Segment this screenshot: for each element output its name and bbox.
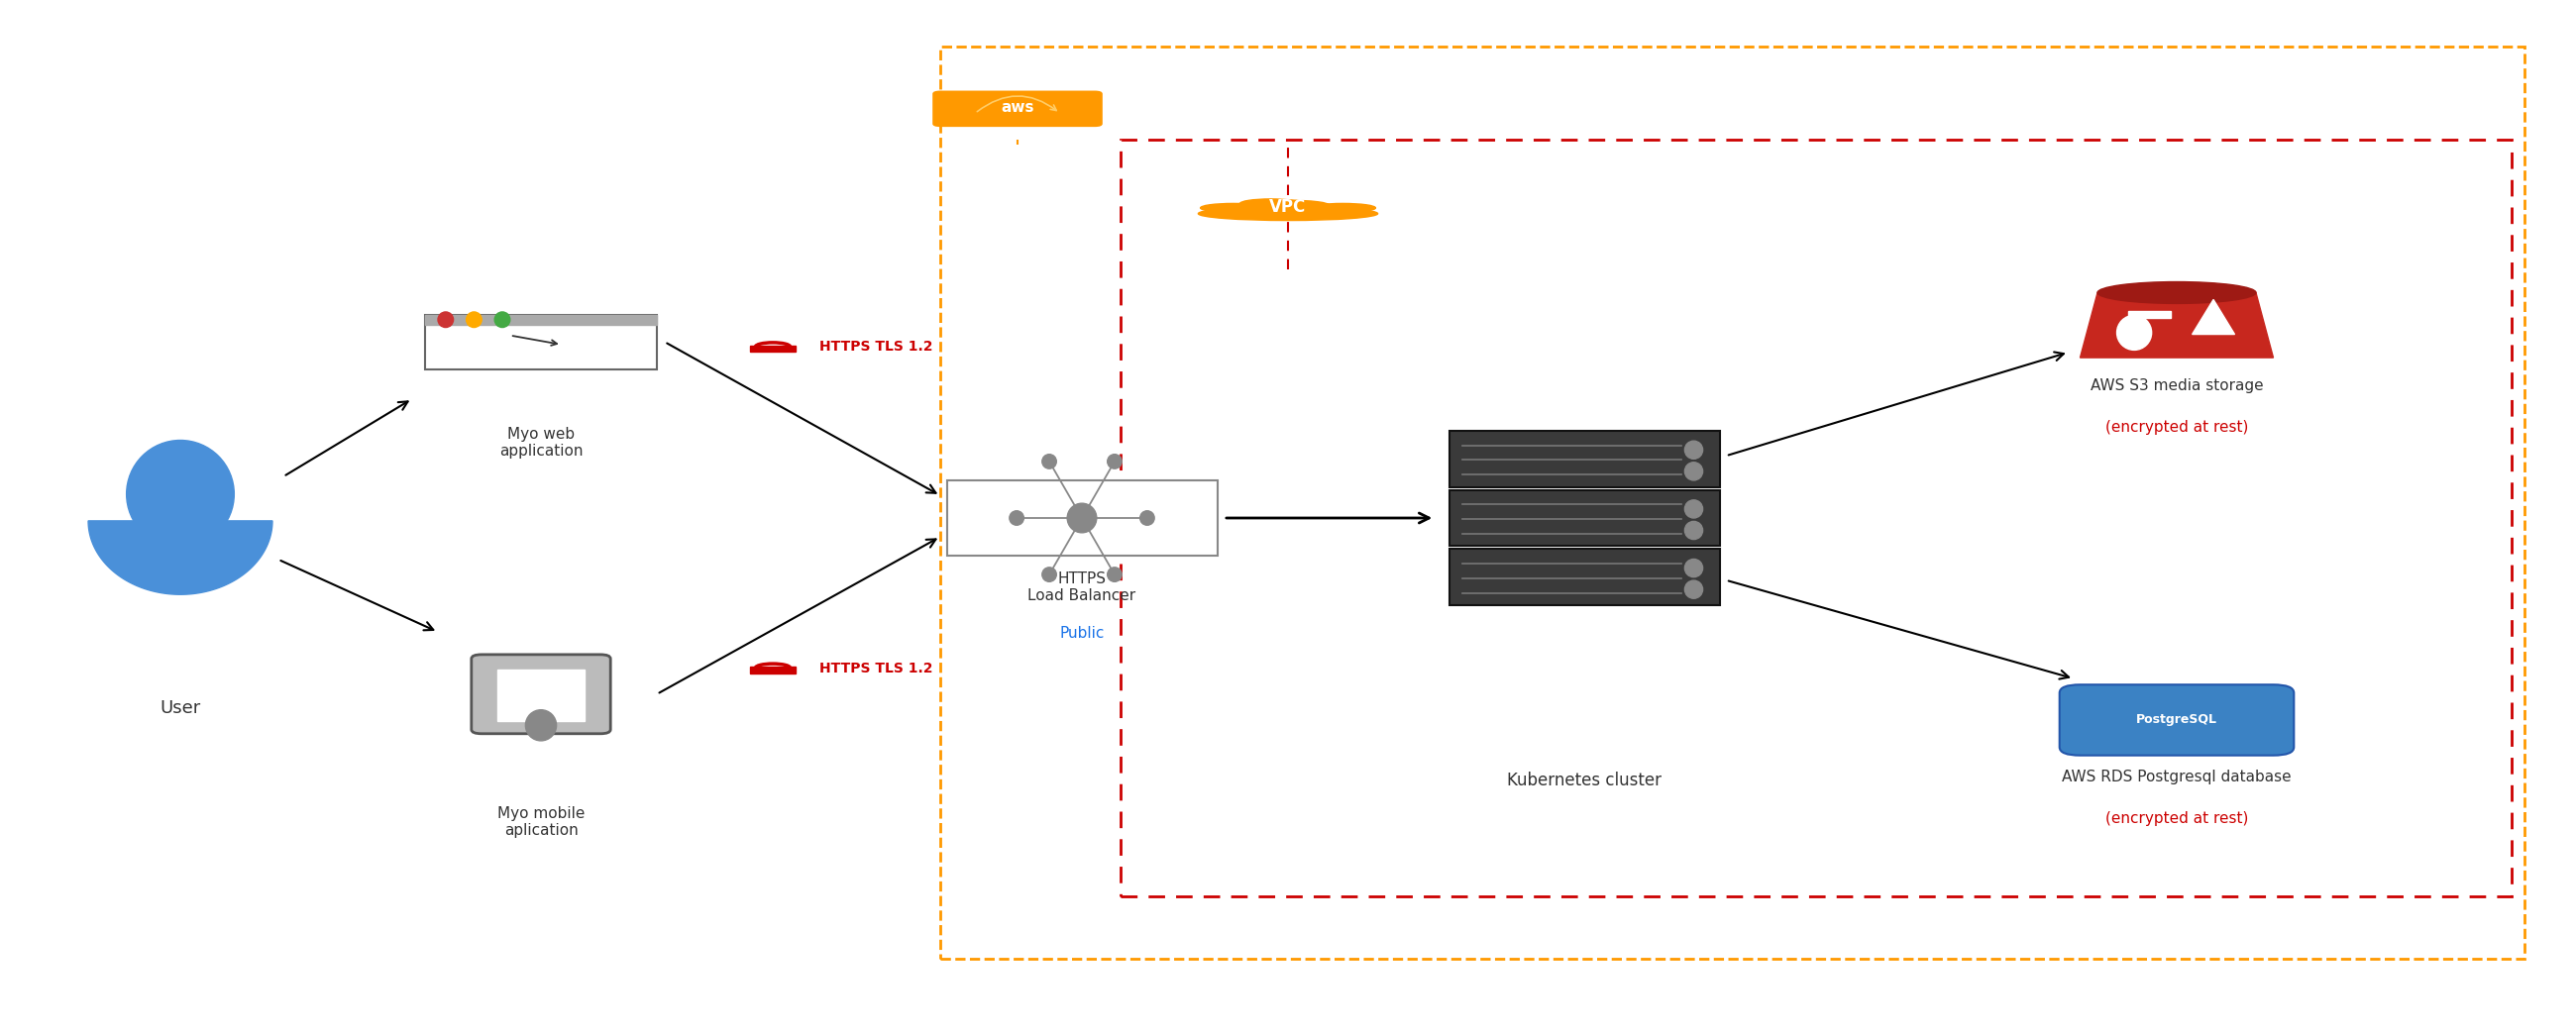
Text: Myo web
application: Myo web application — [500, 427, 582, 459]
Bar — [497, 670, 585, 721]
FancyBboxPatch shape — [948, 481, 1216, 555]
Ellipse shape — [1043, 568, 1056, 581]
Ellipse shape — [1685, 500, 1703, 518]
Ellipse shape — [1239, 199, 1301, 208]
Bar — [425, 315, 657, 324]
Text: HTTPS
Load Balancer: HTTPS Load Balancer — [1028, 571, 1136, 603]
Ellipse shape — [1108, 568, 1121, 581]
Ellipse shape — [1066, 503, 1097, 533]
FancyBboxPatch shape — [425, 315, 657, 369]
Text: User: User — [160, 699, 201, 717]
Text: Public: Public — [1059, 626, 1105, 641]
Ellipse shape — [1010, 511, 1023, 525]
Text: AWS RDS Postgresql database: AWS RDS Postgresql database — [2061, 770, 2293, 784]
Bar — [2128, 311, 2172, 318]
Polygon shape — [2192, 299, 2236, 335]
Ellipse shape — [466, 312, 482, 327]
Ellipse shape — [495, 312, 510, 327]
Polygon shape — [88, 521, 273, 595]
Text: Kubernetes cluster: Kubernetes cluster — [1507, 772, 1662, 789]
Bar — [750, 667, 796, 673]
Ellipse shape — [1200, 203, 1267, 212]
Bar — [1121, 140, 2512, 896]
Ellipse shape — [526, 710, 556, 741]
FancyBboxPatch shape — [471, 655, 611, 733]
Ellipse shape — [1685, 441, 1703, 459]
FancyBboxPatch shape — [933, 91, 1103, 126]
Ellipse shape — [1685, 521, 1703, 540]
Bar — [940, 47, 2524, 958]
Ellipse shape — [1043, 455, 1056, 468]
Ellipse shape — [126, 440, 234, 548]
Ellipse shape — [1108, 455, 1121, 468]
FancyBboxPatch shape — [1448, 431, 1721, 487]
Ellipse shape — [2117, 315, 2151, 350]
FancyBboxPatch shape — [2058, 685, 2293, 755]
Text: VPC: VPC — [1270, 198, 1306, 215]
Text: (encrypted at rest): (encrypted at rest) — [2105, 420, 2249, 435]
Ellipse shape — [1685, 580, 1703, 599]
Ellipse shape — [1247, 200, 1329, 210]
Polygon shape — [2081, 292, 2272, 357]
FancyBboxPatch shape — [1448, 490, 1721, 546]
Ellipse shape — [1685, 559, 1703, 577]
Ellipse shape — [2097, 282, 2257, 304]
Ellipse shape — [1141, 511, 1154, 525]
Text: PostgreSQL: PostgreSQL — [2136, 714, 2218, 726]
FancyBboxPatch shape — [1448, 549, 1721, 605]
Ellipse shape — [1198, 207, 1378, 221]
Ellipse shape — [438, 312, 453, 327]
Text: AWS S3 media storage: AWS S3 media storage — [2089, 378, 2264, 394]
Text: aws: aws — [1002, 99, 1033, 115]
Text: HTTPS TLS 1.2: HTTPS TLS 1.2 — [819, 340, 933, 354]
Text: (encrypted at rest): (encrypted at rest) — [2105, 811, 2249, 826]
Bar — [750, 346, 796, 352]
Ellipse shape — [1685, 462, 1703, 481]
Text: HTTPS TLS 1.2: HTTPS TLS 1.2 — [819, 661, 933, 675]
Ellipse shape — [1309, 203, 1376, 212]
Text: Myo mobile
aplication: Myo mobile aplication — [497, 806, 585, 838]
